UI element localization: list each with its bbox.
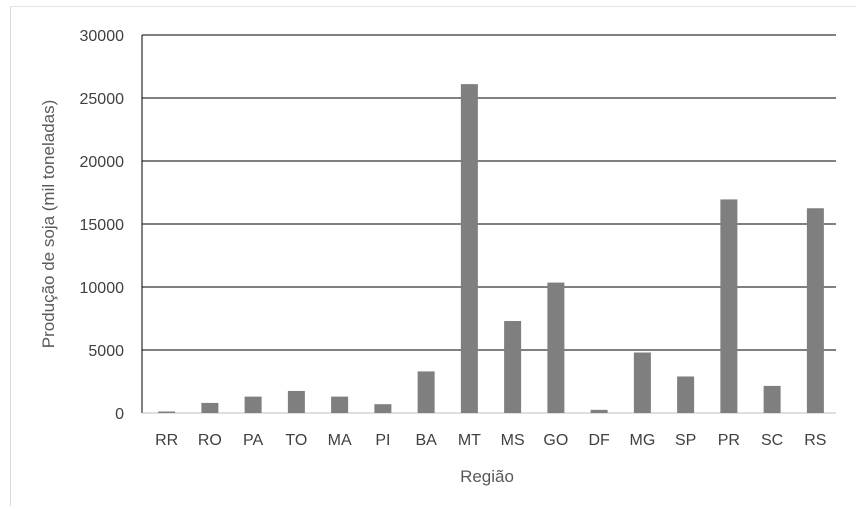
bar-sp bbox=[677, 376, 694, 413]
bar-go bbox=[547, 283, 564, 413]
x-tick-label-rr: RR bbox=[155, 432, 178, 449]
bar-df bbox=[591, 410, 608, 413]
bar-ms bbox=[504, 321, 521, 413]
y-tick-labels: 0 5000 10000 15000 20000 25000 30000 bbox=[80, 28, 125, 423]
bar-pi bbox=[374, 404, 391, 413]
bar-rr bbox=[158, 411, 175, 413]
x-axis-title: Região bbox=[460, 467, 514, 486]
bar-rs bbox=[807, 208, 824, 413]
y-axis-title: Produção de soja (mil toneladas) bbox=[39, 100, 58, 349]
bar-sc bbox=[764, 386, 781, 413]
bar-ma bbox=[331, 397, 348, 413]
y-tick-label: 30000 bbox=[80, 28, 125, 45]
x-tick-label-sc: SC bbox=[761, 432, 783, 449]
bar-mt bbox=[461, 84, 478, 413]
x-tick-label-rs: RS bbox=[804, 432, 826, 449]
bar-mg bbox=[634, 353, 651, 413]
bar-ba bbox=[418, 371, 435, 413]
x-tick-label-mg: MG bbox=[629, 432, 655, 449]
bar-ro bbox=[201, 403, 218, 413]
x-tick-label-to: TO bbox=[285, 432, 307, 449]
x-tick-label-pr: PR bbox=[718, 432, 740, 449]
x-tick-label-ro: RO bbox=[198, 432, 222, 449]
bar-pa bbox=[245, 397, 262, 413]
bar-to bbox=[288, 391, 305, 413]
y-tick-label: 15000 bbox=[80, 217, 125, 234]
bar-pr bbox=[720, 199, 737, 413]
x-tick-label-sp: SP bbox=[675, 432, 696, 449]
x-tick-label-ma: MA bbox=[328, 432, 352, 449]
y-tick-label: 5000 bbox=[88, 343, 124, 360]
y-tick-label: 10000 bbox=[80, 280, 125, 297]
x-tick-label-ms: MS bbox=[501, 432, 525, 449]
x-tick-label-pa: PA bbox=[243, 432, 263, 449]
x-tick-label-go: GO bbox=[543, 432, 568, 449]
x-tick-label-df: DF bbox=[588, 432, 610, 449]
y-tick-label: 0 bbox=[115, 406, 124, 423]
x-tick-label-ba: BA bbox=[415, 432, 437, 449]
x-tick-label-pi: PI bbox=[375, 432, 390, 449]
y-tick-label: 20000 bbox=[80, 154, 125, 171]
bars bbox=[158, 84, 824, 413]
x-tick-label-mt: MT bbox=[458, 432, 481, 449]
y-tick-label: 25000 bbox=[80, 91, 125, 108]
x-tick-labels: RR RO PA TO MA PI BA MT MS GO DF MG SP PR SC RS bbox=[155, 432, 826, 449]
